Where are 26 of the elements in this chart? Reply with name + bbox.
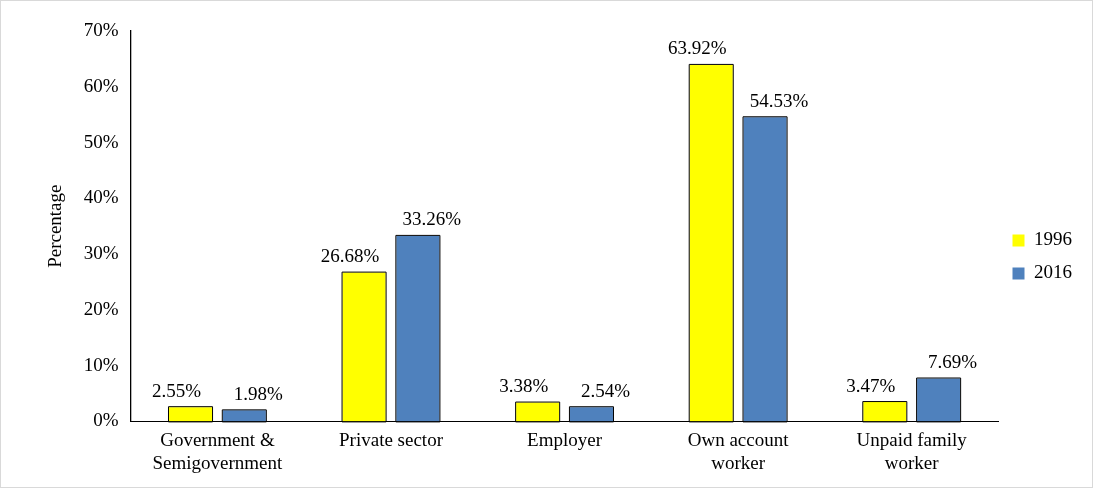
data-label: 2.54% — [580, 379, 631, 401]
data-label: 54.53% — [749, 89, 809, 111]
data-label: 3.38% — [499, 375, 549, 397]
data-label: 7.69% — [928, 351, 978, 372]
y-tick-label: 70% — [83, 18, 119, 40]
data-label: 1.98% — [233, 382, 284, 404]
y-tick-label: 60% — [83, 74, 119, 96]
data-label: 26.68% — [320, 245, 380, 267]
x-tick-label: Employer — [527, 428, 603, 450]
legend-label: 2016 — [1034, 261, 1072, 283]
y-tick-label: 20% — [83, 297, 119, 319]
data-label: 2.55% — [151, 379, 202, 401]
data-label: 33.26% — [402, 208, 462, 230]
y-axis-title: Percentage — [44, 184, 66, 268]
legend-label: 1996 — [1034, 228, 1072, 250]
data-label: 3.47% — [846, 374, 896, 396]
y-tick-label: 10% — [83, 353, 119, 375]
y-tick-label: 30% — [83, 242, 119, 264]
x-tick-label: Government & Semigovernment — [152, 428, 284, 473]
y-tick-label: 0% — [93, 409, 119, 431]
y-tick-label: 40% — [83, 186, 119, 208]
x-tick-label: Own account worker — [687, 428, 790, 473]
x-tick-label: Unpaid family worker — [856, 428, 968, 473]
x-tick-label: Private sector — [339, 428, 444, 450]
data-label: 63.92% — [667, 37, 727, 59]
y-tick-label: 50% — [83, 130, 119, 152]
